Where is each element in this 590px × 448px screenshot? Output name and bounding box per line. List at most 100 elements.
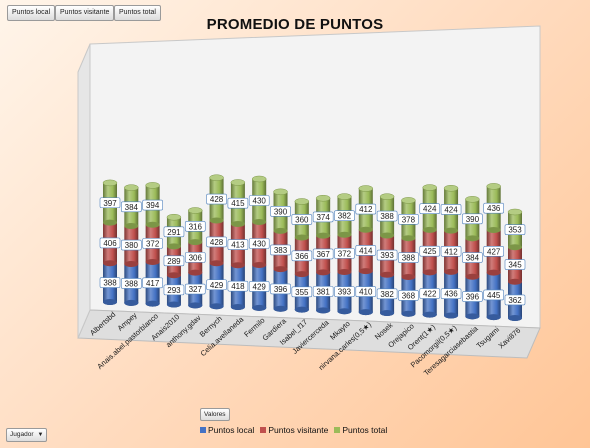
bar-bottom-cap [380, 232, 395, 239]
data-label-box [419, 203, 441, 215]
data-label-total-14: 378 [402, 215, 416, 224]
data-label-total-0: 397 [103, 199, 117, 208]
data-label-local-8: 396 [274, 285, 288, 294]
data-label-total-19: 353 [508, 226, 522, 235]
data-label-visitante-10: 367 [316, 250, 330, 259]
data-label-box [462, 291, 483, 302]
data-label-total-2: 394 [146, 201, 160, 210]
data-label-box [355, 203, 377, 215]
data-label-local-7: 429 [253, 282, 267, 291]
data-label-box [355, 286, 377, 297]
data-label-box [312, 248, 334, 260]
column-top-cap [188, 207, 203, 214]
valores-field-button[interactable]: Valores [200, 408, 230, 421]
column-3: 293 289 291 [163, 213, 185, 308]
column-4: 327 306 316 [184, 207, 206, 309]
data-label-visitante-2: 372 [146, 239, 160, 248]
bar-bottom-cap [294, 306, 309, 313]
column-top-cap [379, 193, 395, 200]
data-label-local-14: 368 [402, 291, 416, 300]
data-label-total-10: 374 [316, 213, 330, 222]
column-5: 429 428 428 [206, 174, 227, 310]
data-label-box [419, 288, 441, 299]
bar-bottom-cap [422, 311, 437, 318]
bar-bottom-cap [401, 310, 416, 317]
data-label-box [163, 284, 185, 296]
bar-bottom-cap [209, 303, 224, 310]
data-label-local-5: 429 [210, 281, 224, 290]
data-label-visitante-7: 430 [253, 239, 267, 248]
data-label-total-7: 430 [253, 196, 267, 205]
data-label-total-3: 291 [167, 228, 181, 237]
data-label-total-9: 360 [295, 215, 309, 224]
column-8: 396 383 390 [270, 188, 291, 312]
bar-bottom-cap [380, 309, 395, 316]
column-top-cap [507, 208, 523, 216]
jugador-field-dropdown[interactable]: Jugador ▼ [6, 428, 48, 442]
bar-bottom-cap [209, 260, 224, 267]
data-label-local-19: 362 [508, 296, 522, 305]
bar-bottom-cap [358, 309, 373, 316]
bar-bottom-cap [508, 315, 522, 321]
bar-bottom-cap [124, 223, 139, 230]
data-label-local-16: 436 [444, 290, 458, 299]
pivot-field-puntos-total[interactable]: Puntos total [114, 5, 161, 21]
data-label-visitante-0: 406 [103, 239, 117, 248]
data-label-box [312, 286, 334, 297]
data-label-box [504, 224, 526, 235]
pivot-field-puntos-local[interactable]: Puntos local [7, 5, 56, 21]
data-label-box [206, 236, 227, 248]
data-label-box [163, 226, 185, 238]
bar-bottom-cap [124, 299, 139, 306]
pivot-field-puntos-visitante[interactable]: Puntos visitante [55, 5, 115, 21]
column-top-cap [358, 185, 374, 192]
bar-bottom-cap [294, 234, 309, 241]
column-19: 362 345 353 [504, 208, 526, 321]
bar-bottom-cap [422, 269, 437, 276]
bar-bottom-cap [230, 304, 245, 311]
dropdown-arrow-icon: ▼ [37, 432, 44, 438]
column-top-cap [251, 175, 267, 183]
bar-bottom-cap [209, 217, 224, 224]
data-label-box [483, 202, 504, 214]
data-label-total-13: 388 [380, 212, 394, 221]
data-label-box [121, 239, 142, 251]
data-label-box [270, 283, 291, 295]
bar-bottom-cap [103, 219, 117, 226]
bar-bottom-cap [337, 231, 352, 238]
data-label-total-1: 384 [125, 203, 139, 212]
bar-bottom-cap [230, 262, 245, 269]
column-top-cap [443, 185, 459, 192]
data-label-visitante-14: 388 [402, 254, 416, 263]
data-label-visitante-17: 384 [466, 254, 480, 263]
column-6: 418 413 415 [227, 179, 249, 311]
bar-bottom-cap [103, 260, 117, 267]
data-label-box [227, 280, 249, 292]
column-top-cap [401, 197, 416, 204]
legend: Puntos local Puntos visitante Puntos tot… [200, 423, 387, 437]
column-9: 355 366 360 [291, 198, 313, 313]
data-label-box [99, 237, 121, 249]
data-label-box [440, 245, 462, 257]
bar-bottom-cap [252, 261, 267, 268]
bar-bottom-cap [103, 299, 117, 305]
data-label-box [419, 245, 441, 257]
data-label-box [504, 259, 526, 270]
data-label-total-12: 412 [359, 205, 373, 214]
bar-bottom-cap [273, 305, 288, 312]
column-top-cap [273, 188, 288, 196]
bar-bottom-cap [337, 268, 352, 275]
data-label-visitante-18: 427 [487, 247, 501, 256]
column-10: 381 367 374 [312, 194, 334, 314]
data-label-box [376, 249, 398, 261]
data-label-visitante-12: 414 [359, 246, 373, 255]
column-top-cap [337, 193, 352, 200]
data-label-local-4: 327 [189, 285, 203, 294]
bar-bottom-cap [166, 272, 181, 279]
bar-bottom-cap [444, 312, 459, 319]
bar-bottom-cap [166, 243, 181, 250]
bar-bottom-cap [230, 220, 245, 227]
data-label-total-5: 428 [210, 195, 224, 204]
data-label-box [184, 252, 206, 263]
